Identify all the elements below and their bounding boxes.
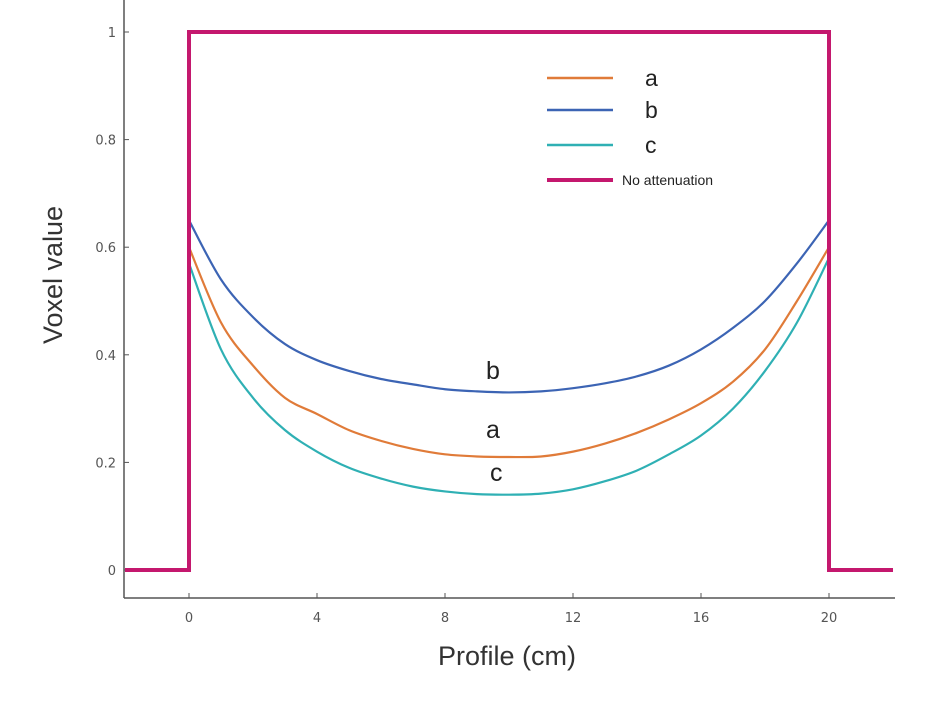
series-layer — [125, 30, 893, 572]
y-tick-label: 0 — [108, 564, 116, 579]
series-line-a — [187, 246, 830, 459]
y-tick-label: 1 — [108, 26, 116, 41]
legend-label: c — [645, 132, 657, 158]
y-tick-label: 0.6 — [95, 241, 116, 256]
legend-label: a — [645, 65, 658, 91]
series-line-b — [188, 219, 830, 394]
legend-label: No attenuation — [622, 172, 713, 188]
x-tick-label: 8 — [441, 611, 449, 626]
x-tick-label: 0 — [185, 611, 193, 626]
curve-label-c: c — [490, 459, 503, 487]
series-line-no-attenuation — [125, 30, 893, 572]
x-tick-label: 4 — [313, 611, 321, 626]
curve-label-b: b — [486, 357, 500, 385]
y-tick-label: 0.2 — [95, 456, 116, 471]
series-line-c — [187, 257, 830, 496]
x-tick-label: 20 — [821, 611, 838, 626]
legend-label: b — [645, 97, 658, 123]
curve-annotations: b ac — [486, 357, 502, 487]
y-axis-title: Voxel value — [38, 206, 68, 344]
x-tick-label: 12 — [565, 611, 582, 626]
y-tick-label: 0.8 — [95, 134, 116, 149]
y-tick-label: 0.4 — [95, 349, 116, 364]
x-tick-label: 16 — [693, 611, 710, 626]
axes: 0 4 8 12 16 20 0 0.2 0.4 0.6 0.8 1 — [95, 0, 895, 626]
legend: abc No attenuation — [547, 65, 713, 188]
curve-label-a: a — [486, 416, 500, 444]
x-axis-title: Profile (cm) — [438, 641, 576, 671]
